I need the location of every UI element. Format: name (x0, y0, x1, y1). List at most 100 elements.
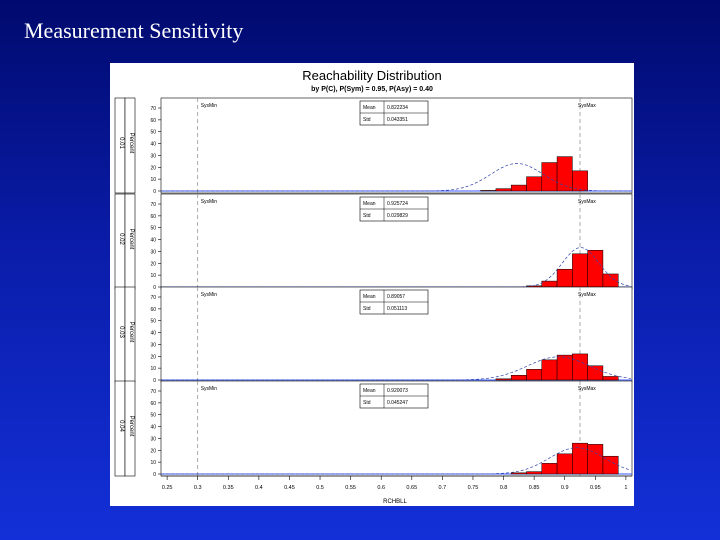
histogram-bar (556, 453, 573, 475)
x-tick-label: 0.25 (162, 485, 173, 491)
ref-line-label: SysMin (201, 199, 218, 205)
y-tick-label: 60 (150, 307, 156, 313)
y-tick-label: 30 (150, 249, 156, 255)
histogram-panel-4: 0.04 Percent 0 10 20 30 40 50 60 70 SysMin SysMax Me… (114, 380, 633, 478)
y-axis-label: Percent (128, 133, 134, 154)
x-tick-label: 0.4 (255, 485, 263, 491)
stat-std-label: Std (363, 306, 371, 312)
y-tick-label: 0 (153, 378, 156, 384)
histogram-bar (526, 176, 543, 192)
ref-line-label: SysMin (201, 386, 218, 392)
group-label: 0.04 (118, 420, 124, 432)
group-label: 0.01 (118, 137, 124, 149)
y-tick-label: 0 (153, 472, 156, 478)
y-tick-label: 20 (150, 261, 156, 267)
reachability-histogram-panel: Reachability Distribution by P(C), P(Sym… (114, 68, 633, 505)
stat-std-label: Std (363, 400, 371, 406)
stat-mean-label: Mean (363, 388, 376, 394)
slide-title: Measurement Sensitivity (24, 18, 244, 43)
y-tick-label: 40 (150, 425, 156, 431)
y-tick-label: 10 (150, 366, 156, 372)
histogram-bar (510, 184, 527, 192)
y-tick-label: 40 (150, 238, 156, 244)
histogram-bar (510, 472, 527, 475)
x-tick-label: 0.5 (316, 485, 324, 491)
y-axis-label: Percent (128, 322, 134, 343)
histogram-bar (572, 170, 588, 192)
histogram-panel-1: 0.01 Percent 0 10 20 30 40 50 60 70 SysMin SysMax Me… (114, 97, 633, 195)
x-tick-label: 0.45 (284, 485, 295, 491)
x-tick-label: 0.9 (561, 485, 569, 491)
y-label-box (124, 97, 136, 194)
chart-title: Reachability Distribution (302, 68, 441, 83)
x-tick-label: 1 (624, 485, 627, 491)
y-tick-label: 30 (150, 436, 156, 442)
histogram-bar (541, 359, 558, 381)
stat-mean-label: Mean (363, 294, 376, 300)
ref-line-label: SysMin (201, 292, 218, 298)
y-tick-label: 70 (150, 295, 156, 301)
histogram-bar (526, 369, 543, 381)
x-tick-label: 0.65 (406, 485, 417, 491)
x-axis-label: RCHBLL (383, 499, 407, 505)
y-tick-label: 60 (150, 401, 156, 407)
ref-line-label: SysMin (201, 103, 218, 109)
histogram-figure: Reachability Distribution by P(C), P(Sym… (110, 63, 634, 506)
y-tick-label: 70 (150, 106, 156, 112)
y-tick-label: 70 (150, 202, 156, 208)
y-tick-label: 0 (153, 285, 156, 291)
histogram-bar (556, 268, 573, 288)
histogram-bar (510, 375, 527, 381)
x-tick-label: 0.95 (590, 485, 601, 491)
y-axis-label: Percent (128, 229, 134, 250)
histogram-bar (587, 249, 604, 288)
y-tick-label: 50 (150, 130, 156, 136)
stat-mean-label: Mean (363, 105, 376, 111)
histogram-bar (602, 376, 619, 381)
y-tick-label: 10 (150, 460, 156, 466)
x-tick-label: 0.8 (500, 485, 508, 491)
y-tick-label: 20 (150, 354, 156, 360)
group-label: 0.03 (118, 326, 124, 338)
group-label: 0.02 (118, 233, 124, 245)
histogram-bar (541, 280, 558, 288)
stat-mean-value: 0.925724 (387, 201, 408, 207)
y-tick-label: 10 (150, 177, 156, 183)
x-tick-label: 0.85 (529, 485, 540, 491)
ref-line-label: SysMax (578, 199, 596, 205)
histogram-bar (572, 442, 588, 475)
y-tick-label: 40 (150, 142, 156, 148)
histogram-bar (541, 162, 558, 192)
x-tick-label: 0.7 (439, 485, 447, 491)
y-tick-label: 70 (150, 389, 156, 395)
histogram-panel-2: 0.02 Percent 0 10 20 30 40 50 60 70 SysMin SysMax Me… (114, 193, 633, 291)
histogram-bar (526, 471, 543, 475)
stat-std-label: Std (363, 117, 371, 123)
stat-mean-value: 0.920073 (387, 388, 408, 394)
y-tick-label: 20 (150, 165, 156, 171)
y-tick-label: 50 (150, 226, 156, 232)
histogram-bar (556, 354, 573, 381)
histogram-bar (495, 188, 512, 192)
histogram-bar (541, 463, 558, 475)
stat-std-value: 0.045247 (387, 400, 408, 406)
chart-subtitle: by P(C), P(Sym) = 0.95, P(Asy) = 0.40 (311, 86, 433, 93)
x-tick-label: 0.3 (194, 485, 202, 491)
y-tick-label: 50 (150, 413, 156, 419)
histogram-bar (572, 353, 588, 381)
y-tick-label: 0 (153, 189, 156, 195)
y-label-box (124, 380, 136, 477)
stat-std-value: 0.051113 (387, 306, 407, 312)
stat-mean-value: 0.89057 (387, 294, 405, 300)
y-tick-label: 40 (150, 331, 156, 337)
histogram-panel-3: 0.03 Percent 0 10 20 30 40 50 60 70 SysMin SysMax Me… (114, 286, 633, 384)
stat-std-value: 0.043351 (387, 117, 408, 123)
normal-curve (161, 163, 631, 192)
stat-std-value: 0.029829 (387, 213, 408, 219)
y-axis-label: Percent (128, 416, 134, 437)
y-tick-label: 30 (150, 342, 156, 348)
x-tick-label: 0.75 (468, 485, 479, 491)
y-tick-label: 60 (150, 214, 156, 220)
histogram-bar (480, 190, 497, 192)
histogram-bar (495, 378, 512, 381)
